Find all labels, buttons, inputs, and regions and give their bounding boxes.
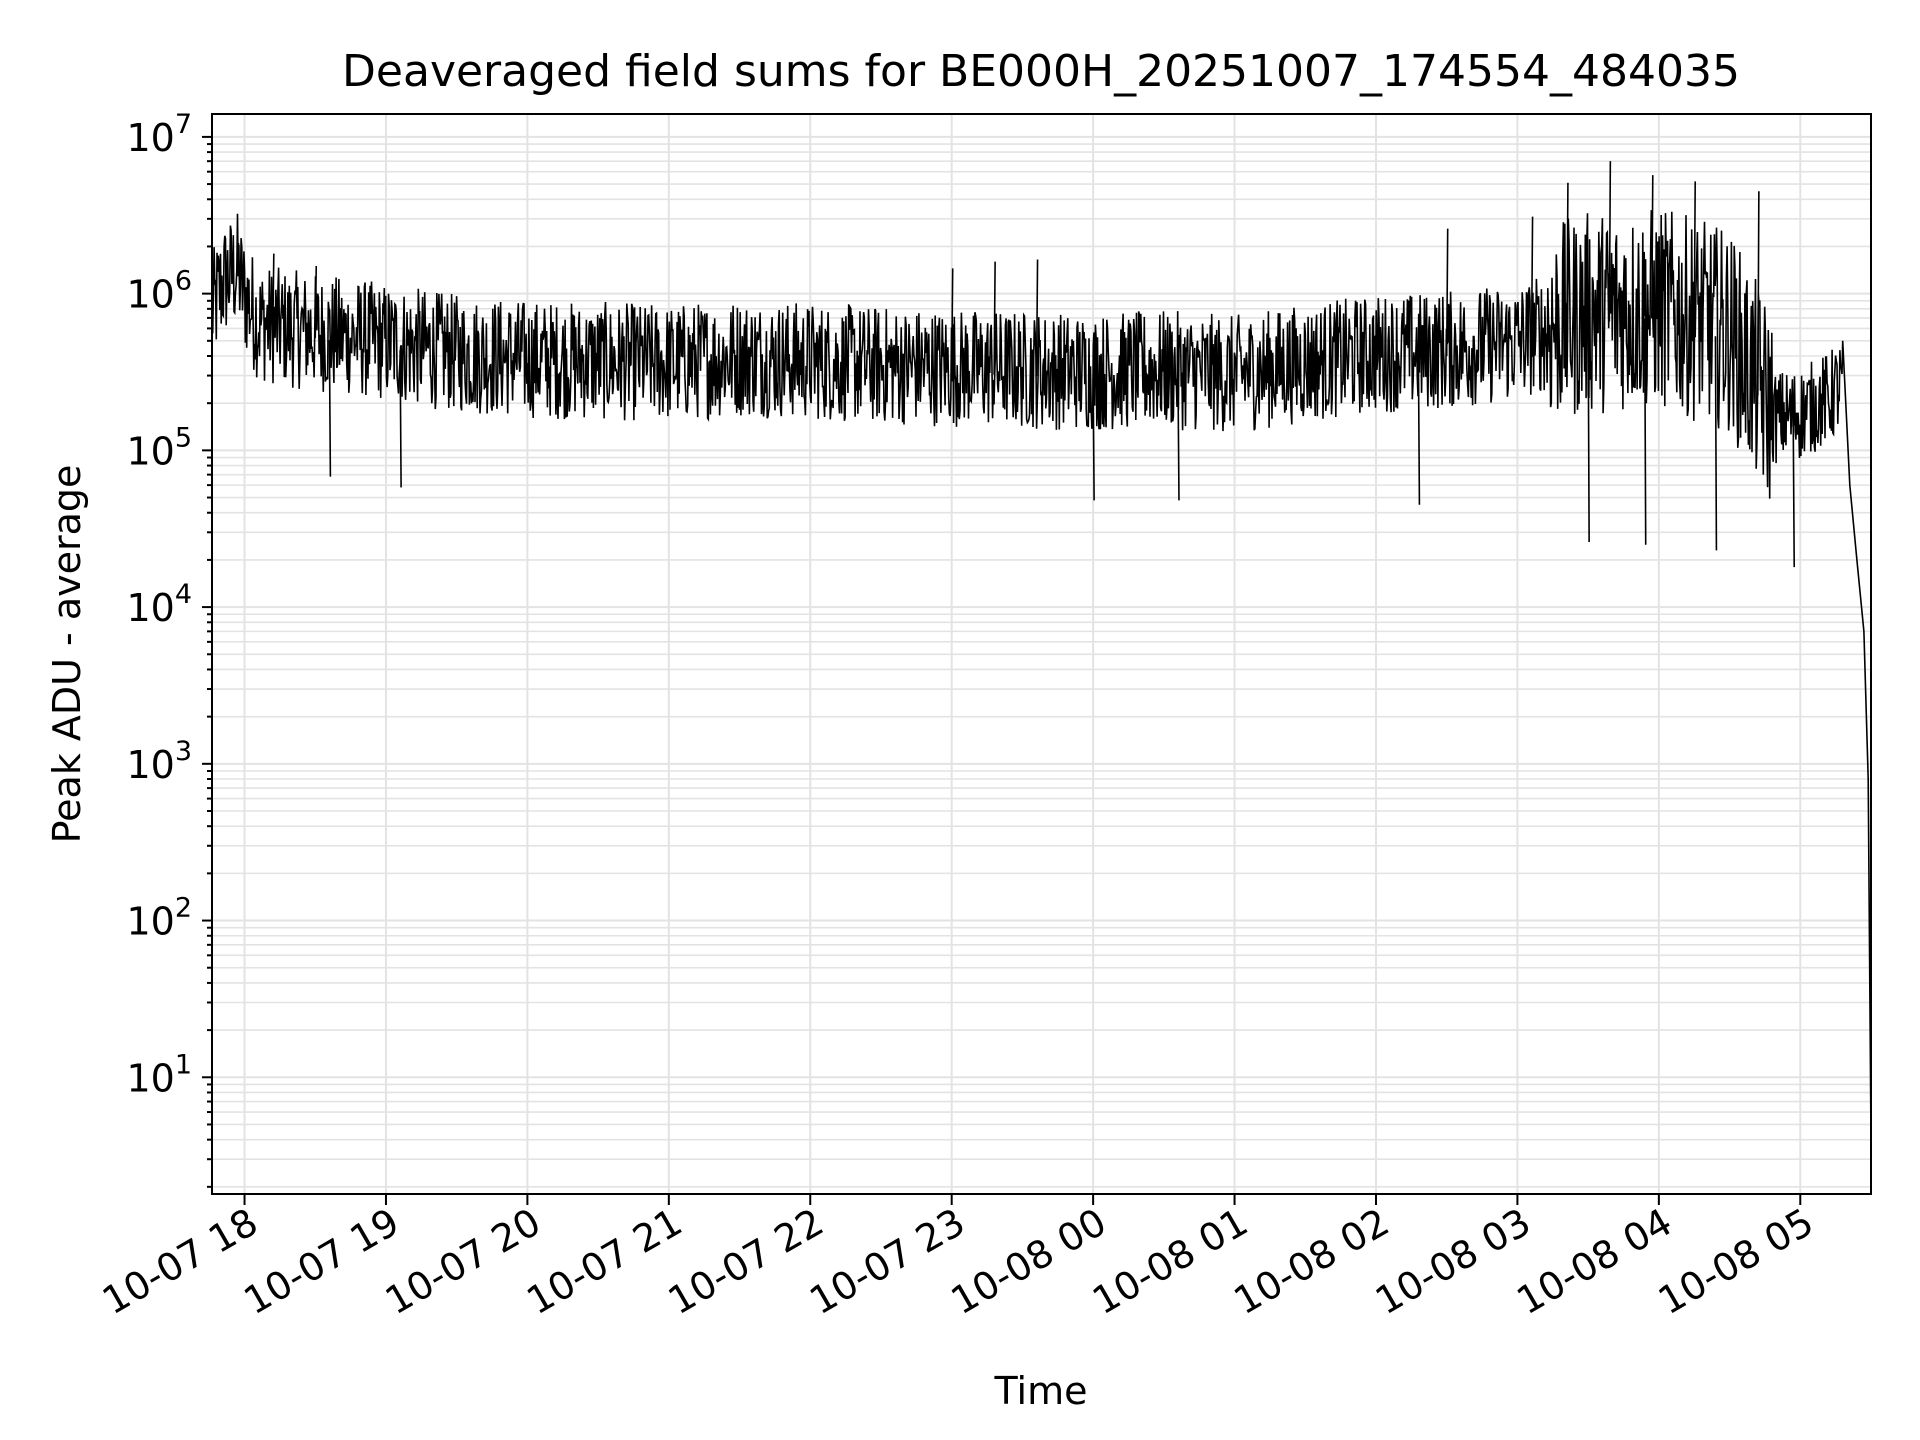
y-tick-label: 102: [126, 893, 192, 944]
series-spike: [1693, 181, 1697, 330]
grid-lines: [212, 114, 1871, 1194]
series-spike: [328, 340, 332, 477]
series-spike: [993, 261, 996, 375]
x-tick-label: 10-07 18: [95, 1200, 265, 1324]
x-tick-label: 10-08 02: [1227, 1200, 1397, 1324]
series-spike: [1608, 161, 1612, 322]
series-spike: [1757, 191, 1760, 396]
series-spike: [1530, 216, 1534, 343]
series-spike: [950, 268, 954, 374]
series-spike: [314, 266, 318, 339]
x-tick-label: 10-07 23: [802, 1200, 972, 1324]
x-tick-label: 10-08 03: [1368, 1200, 1538, 1324]
y-tick-label: 104: [126, 579, 192, 630]
series-spike: [1092, 377, 1095, 501]
x-tick-label: 10-07 22: [661, 1200, 831, 1324]
x-axis-label: Time: [994, 1369, 1088, 1413]
series-spike: [1417, 357, 1421, 505]
x-tick-label: 10-08 00: [944, 1200, 1114, 1324]
series-spike: [1650, 175, 1654, 319]
series-layer: [211, 161, 1872, 1140]
y-axis-label: Peak ADU - average: [45, 465, 89, 844]
y-tick-label: 107: [126, 109, 192, 160]
x-tick-label: 10-07 20: [378, 1200, 548, 1324]
y-tick-label: 105: [126, 422, 192, 473]
y-axis: 101 102 103 104 105 106 107: [126, 109, 212, 1188]
x-tick-label: 10-07 21: [519, 1200, 689, 1324]
x-tick-label: 10-08 01: [1085, 1200, 1255, 1324]
series-spike: [1566, 182, 1569, 331]
series-spike: [1714, 336, 1718, 551]
series-line: [211, 210, 1872, 1140]
x-tick-label: 10-07 19: [236, 1200, 406, 1324]
y-tick-label: 106: [126, 266, 192, 317]
x-tick-label: 10-08 05: [1651, 1200, 1821, 1324]
series-spike: [1643, 318, 1647, 545]
series-spike: [272, 253, 275, 332]
chart-title: Deaveraged field sums for BE000H_2025100…: [342, 46, 1740, 97]
series-spike: [1177, 376, 1180, 501]
series-spike: [399, 350, 402, 488]
series-spike: [1587, 322, 1590, 543]
series-spike: [1035, 259, 1039, 377]
series-spike: [1445, 228, 1449, 357]
series-spike: [1792, 419, 1796, 568]
x-tick-label: 10-08 04: [1509, 1200, 1679, 1324]
y-tick-label: 101: [126, 1049, 192, 1100]
y-tick-label: 103: [126, 736, 192, 787]
series-spike: [236, 243, 240, 276]
